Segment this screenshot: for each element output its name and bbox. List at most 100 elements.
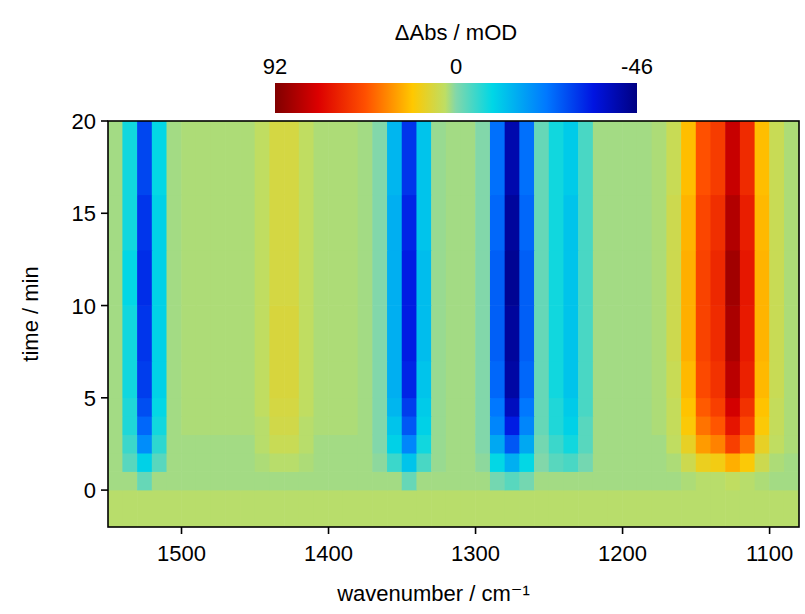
cell — [314, 471, 329, 490]
y-tick — [101, 397, 108, 399]
cell — [549, 250, 564, 306]
cell — [755, 305, 770, 361]
cell — [314, 250, 329, 306]
cell — [446, 434, 461, 453]
cell — [696, 434, 711, 453]
cell — [343, 490, 358, 527]
cell — [652, 471, 667, 490]
cell — [372, 434, 387, 453]
chart: 1500140013001200110005101520wavenumber /… — [0, 0, 805, 614]
cell — [211, 416, 226, 435]
cell — [416, 305, 431, 361]
cell — [622, 305, 637, 361]
cell — [490, 490, 505, 527]
cell — [725, 361, 740, 399]
cell — [416, 453, 431, 472]
cell — [725, 398, 740, 417]
cell — [784, 305, 799, 361]
cell — [284, 361, 299, 399]
cell — [534, 121, 549, 195]
cell — [505, 434, 520, 453]
cell — [314, 416, 329, 435]
cell — [137, 453, 152, 472]
cell — [387, 195, 402, 251]
cell — [181, 416, 196, 435]
cell — [372, 471, 387, 490]
cell — [637, 121, 652, 195]
cell — [314, 361, 329, 399]
cell — [211, 121, 226, 195]
cell — [446, 195, 461, 251]
cell — [269, 490, 284, 527]
cell — [255, 453, 270, 472]
cell — [696, 361, 711, 399]
cell — [211, 434, 226, 453]
cell — [549, 121, 564, 195]
cell — [563, 121, 578, 195]
cell — [358, 305, 373, 361]
cell — [255, 398, 270, 417]
cell — [299, 250, 314, 306]
cell — [181, 195, 196, 251]
cell — [328, 471, 343, 490]
cell — [490, 195, 505, 251]
cell — [416, 434, 431, 453]
cell — [608, 305, 623, 361]
cell — [284, 434, 299, 453]
cell — [137, 121, 152, 195]
cell — [769, 434, 784, 453]
cell — [255, 490, 270, 527]
cell — [328, 250, 343, 306]
cell — [211, 250, 226, 306]
cell — [666, 416, 681, 435]
cell — [269, 434, 284, 453]
cell — [284, 398, 299, 417]
cell — [446, 453, 461, 472]
cell — [196, 361, 211, 399]
cell — [225, 195, 240, 251]
cell — [563, 195, 578, 251]
cell — [593, 490, 608, 527]
cell — [225, 121, 240, 195]
cell — [402, 434, 417, 453]
cell — [490, 250, 505, 306]
cell — [314, 453, 329, 472]
cell — [416, 398, 431, 417]
cell — [563, 305, 578, 361]
cell — [696, 121, 711, 195]
cell — [181, 453, 196, 472]
cell — [710, 361, 725, 399]
cell — [122, 250, 137, 306]
cell — [152, 490, 167, 527]
cell — [416, 471, 431, 490]
cell — [725, 453, 740, 472]
cell — [769, 471, 784, 490]
cell — [402, 361, 417, 399]
x-tick-label: 1500 — [157, 541, 206, 566]
cell — [416, 416, 431, 435]
cell — [402, 471, 417, 490]
cell — [343, 471, 358, 490]
cell — [167, 398, 182, 417]
cell — [534, 490, 549, 527]
cell — [710, 453, 725, 472]
cell — [696, 305, 711, 361]
cell — [608, 250, 623, 306]
cell — [196, 195, 211, 251]
cell — [358, 398, 373, 417]
cell — [122, 361, 137, 399]
cell — [387, 398, 402, 417]
cell — [475, 250, 490, 306]
cell — [299, 398, 314, 417]
cell — [431, 398, 446, 417]
cell — [196, 453, 211, 472]
cell — [490, 471, 505, 490]
cell — [519, 453, 534, 472]
cell — [505, 471, 520, 490]
cell — [225, 361, 240, 399]
cell — [461, 434, 476, 453]
cell — [255, 434, 270, 453]
cell — [122, 453, 137, 472]
cell — [740, 305, 755, 361]
cell — [578, 416, 593, 435]
